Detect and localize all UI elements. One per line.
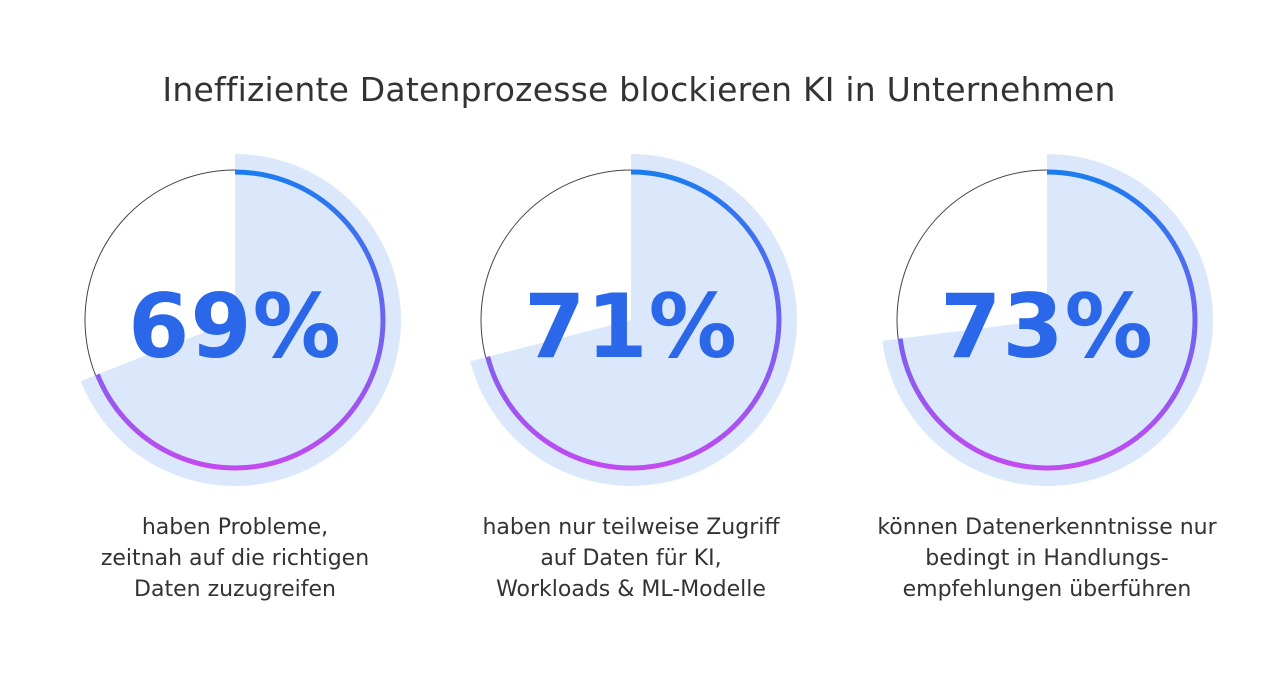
description-line: Workloads & ML-Modelle <box>496 577 766 602</box>
description-line: haben nur teilweise Zugriff <box>482 515 780 540</box>
description-line: empfehlungen überführen <box>902 577 1192 602</box>
description-line: zeitnah auf die richtigen <box>100 546 370 571</box>
description-line: Daten zuzugreifen <box>134 577 336 602</box>
donut-chart-3 <box>882 154 1213 487</box>
progress-arc <box>95 169 386 471</box>
donut-chart-2 <box>470 154 797 487</box>
percentage-label: 73% <box>940 275 1154 378</box>
progress-arc <box>897 169 1198 471</box>
description-line: haben Probleme, <box>141 515 329 540</box>
percentage-label: 69% <box>128 275 342 378</box>
donut-chart-1 <box>80 154 401 486</box>
description-line: bedingt in Handlungs- <box>925 546 1169 571</box>
pie-slice <box>882 154 1213 487</box>
progress-arc <box>485 169 782 471</box>
stat-description: haben Probleme, zeitnah auf die richtige… <box>45 512 425 605</box>
pie-slice <box>470 154 797 487</box>
description-line: können Datenerkenntnisse nur <box>877 515 1217 540</box>
description-line: auf Daten für KI, <box>540 546 722 571</box>
pie-slice <box>80 154 401 486</box>
stat-description: haben nur teilweise Zugriff auf Daten fü… <box>441 512 821 605</box>
page-title: Ineffiziente Datenprozesse blockieren KI… <box>162 70 1116 109</box>
percentage-label: 71% <box>524 275 738 378</box>
stat-description: können Datenerkenntnisse nur bedingt in … <box>857 512 1237 605</box>
